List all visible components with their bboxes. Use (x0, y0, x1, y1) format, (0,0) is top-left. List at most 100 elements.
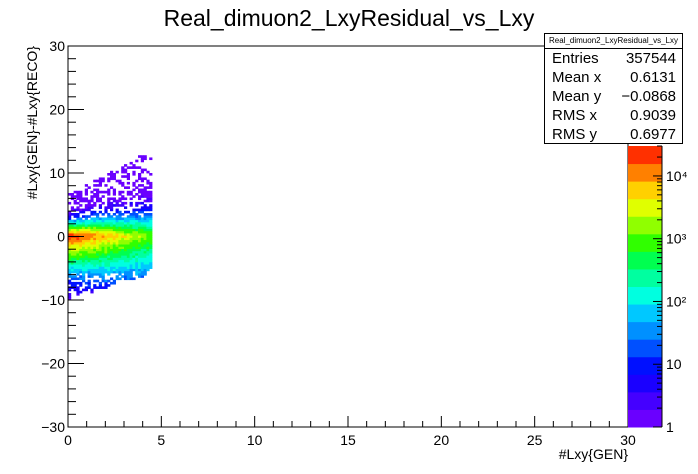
heatmap-cell (73, 281, 77, 285)
heatmap-cell (84, 241, 88, 245)
heatmap-cell (70, 195, 74, 198)
heatmap-cell (68, 228, 72, 232)
heatmap-cell (104, 228, 108, 232)
y-tick-label: 10 (49, 165, 65, 181)
heatmap-cell (96, 279, 100, 283)
heatmap-cell (87, 233, 91, 236)
heatmap-cell (73, 255, 77, 258)
heatmap-cell (90, 290, 94, 294)
heatmap-cell (146, 230, 150, 234)
heatmap-cell (112, 228, 116, 232)
heatmap-cell (132, 264, 136, 267)
heatmap-cell (82, 215, 86, 218)
heatmap-cell (118, 268, 122, 272)
heatmap-cell (93, 284, 97, 287)
heatmap-cell (79, 290, 83, 294)
heatmap-cell (90, 230, 94, 234)
heatmap-cell (140, 226, 144, 229)
heatmap-cell (79, 237, 83, 241)
heatmap-cell (143, 261, 147, 265)
heatmap-cell (138, 266, 142, 269)
heatmap-cell (115, 248, 119, 252)
heatmap-cell (112, 250, 116, 254)
heatmap-cell (132, 253, 136, 256)
heatmap-cell (84, 286, 88, 289)
heatmap-cell (146, 224, 150, 227)
heatmap-cell (129, 226, 133, 229)
y-tick-label: 30 (49, 38, 65, 54)
heatmap-cell (138, 177, 142, 181)
heatmap-cell (129, 237, 133, 241)
heatmap-cell (132, 213, 136, 216)
heatmap-cell (110, 177, 114, 181)
heatmap-cell (101, 219, 105, 223)
heatmap-cell (90, 199, 94, 203)
heatmap-cell (68, 297, 72, 301)
heatmap-cell (126, 226, 130, 229)
heatmap-cell (104, 217, 108, 221)
heatmap-cell (132, 277, 136, 281)
heatmap-cell (76, 277, 80, 281)
heatmap-cell (73, 246, 77, 249)
heatmap-cell (110, 219, 114, 223)
heatmap-cell (129, 246, 133, 249)
color-scale-segment (628, 163, 662, 182)
heatmap-cell (149, 224, 153, 227)
heatmap-cell (87, 235, 91, 238)
heatmap-cell (90, 224, 94, 227)
heatmap-cell (87, 199, 91, 203)
heatmap-cell (76, 224, 80, 227)
heatmap-cell (118, 190, 122, 194)
heatmap-cell (98, 230, 102, 234)
heatmap-cell (82, 264, 86, 267)
heatmap-cell (118, 237, 122, 241)
heatmap-cell (126, 268, 130, 272)
x-tick-label: 10 (247, 432, 263, 448)
heatmap-cell (146, 268, 150, 272)
heatmap-cell (73, 239, 77, 243)
heatmap-cell (76, 241, 80, 245)
heatmap-cell (68, 244, 72, 247)
heatmap-cell (121, 261, 125, 265)
heatmap-cell (98, 266, 102, 269)
heatmap-cell (146, 179, 150, 183)
heatmap-cell (149, 239, 153, 243)
heatmap-cell (112, 235, 116, 238)
heatmap-cell (124, 226, 128, 229)
heatmap-cell (96, 237, 100, 241)
heatmap-cell (104, 226, 108, 229)
heatmap-cell (115, 215, 119, 218)
heatmap-cell (84, 244, 88, 247)
heatmap-cell (132, 170, 136, 174)
heatmap-cell (68, 264, 72, 267)
heatmap-cell (146, 255, 150, 258)
heatmap-cell (129, 270, 133, 274)
heatmap-cell (110, 217, 114, 221)
heatmap-cell (149, 226, 153, 229)
heatmap-cell (138, 244, 142, 247)
heatmap-cell (146, 213, 150, 216)
heatmap-cell (146, 221, 150, 225)
heatmap-cell (107, 241, 111, 245)
heatmap-cell (124, 255, 128, 258)
heatmap-cell (135, 257, 139, 261)
heatmap-cell (124, 239, 128, 243)
heatmap-cell (140, 230, 144, 234)
heatmap-cell (87, 279, 91, 283)
heatmap-cell (140, 235, 144, 238)
heatmap-cell (138, 239, 142, 243)
heatmap-cell (132, 257, 136, 261)
heatmap-cell (140, 188, 144, 192)
heatmap-cell (129, 253, 133, 256)
heatmap-cell (146, 250, 150, 254)
heatmap-cell (79, 193, 83, 196)
heatmap-cell (146, 266, 150, 269)
color-scale-segment (628, 198, 662, 217)
heatmap-cell (132, 246, 136, 249)
heatmap-cell (79, 259, 83, 263)
heatmap-cell (140, 255, 144, 258)
heatmap-cell (104, 250, 108, 254)
heatmap-cell (138, 166, 142, 169)
heatmap-cell (129, 257, 133, 261)
x-tick-label: 30 (620, 432, 636, 448)
